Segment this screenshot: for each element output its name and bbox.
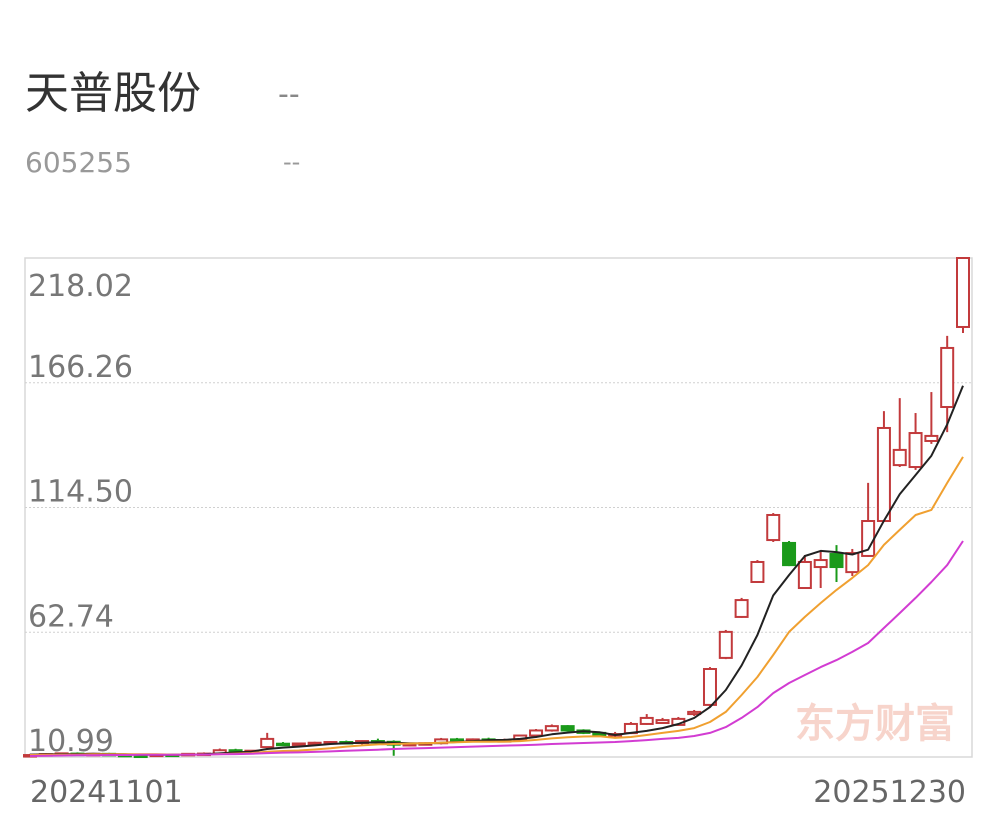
candle-body	[892, 448, 907, 467]
x-tick-label: 20241101	[30, 775, 183, 810]
candle-body	[908, 432, 923, 469]
candle-body	[876, 426, 891, 523]
y-tick-label: 114.50	[28, 475, 133, 510]
candle-body	[797, 560, 812, 590]
candle-body	[813, 559, 828, 569]
candle-body	[956, 257, 970, 328]
y-tick-label: 218.02	[28, 269, 133, 304]
candle-body	[845, 552, 860, 574]
candle-body	[750, 560, 765, 583]
candle-body	[766, 513, 781, 542]
y-tick-label: 62.74	[28, 599, 114, 634]
stock-name: 天普股份	[25, 68, 201, 119]
moving-average-line	[29, 540, 964, 757]
change-status: --	[283, 148, 300, 176]
candle-body	[544, 725, 559, 732]
candle-body	[924, 434, 939, 442]
candle-body	[702, 668, 717, 706]
moving-average-line	[29, 385, 964, 756]
candle-body	[276, 742, 291, 747]
x-tick-label: 20251230	[813, 775, 966, 810]
stock-code: 605255	[25, 146, 132, 179]
candle-body	[260, 737, 275, 749]
watermark: 东方财富	[795, 701, 955, 747]
candle-body	[718, 630, 733, 659]
candle-body	[734, 599, 749, 618]
y-tick-label: 166.26	[28, 350, 133, 385]
candle-body	[560, 725, 575, 732]
candle-body	[639, 716, 654, 725]
candle-body	[307, 741, 322, 746]
candle-body	[529, 729, 544, 737]
candle-body	[782, 541, 797, 567]
price-status: --	[278, 77, 300, 112]
candle-body	[940, 346, 955, 409]
candle-body	[291, 742, 306, 746]
candle-body	[655, 719, 670, 724]
candle-body	[687, 710, 702, 716]
candle-body	[449, 738, 464, 742]
candle-body	[829, 553, 844, 569]
